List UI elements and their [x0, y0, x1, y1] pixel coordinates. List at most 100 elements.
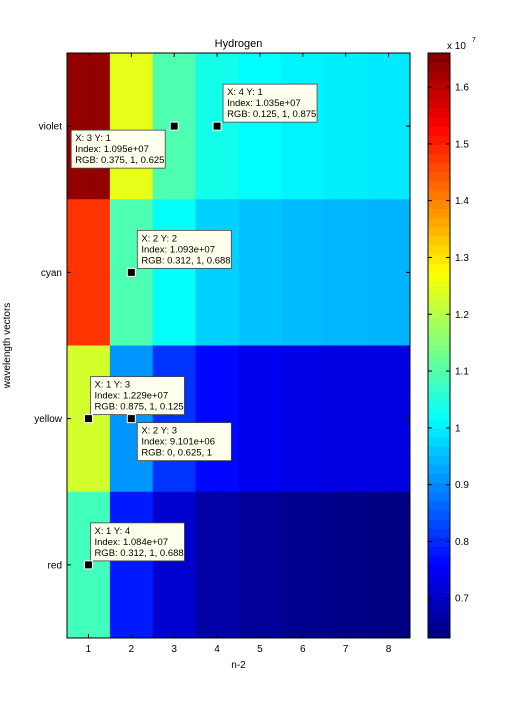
colorbar-tick-label: 1.1 — [455, 367, 469, 378]
heatmap-cell — [195, 491, 239, 639]
heatmap-cell — [109, 53, 154, 200]
y-tick-label: red — [48, 560, 62, 571]
colorbar-tick-label: 0.8 — [455, 537, 469, 548]
colorbar-tick-label: 1 — [455, 423, 461, 434]
colorbar-segment — [428, 199, 450, 209]
datatip-text: Index: 1.095e+07 — [75, 144, 149, 155]
colorbar-frame — [427, 52, 451, 639]
datatip-text: X: 4 Y: 1 — [227, 87, 263, 98]
x-tick-label: 6 — [300, 644, 306, 655]
colorbar-segment — [428, 53, 450, 63]
datatip-text: X: 2 Y: 3 — [141, 426, 177, 437]
colorbar-segment — [428, 592, 450, 602]
heatmap-cell — [324, 53, 368, 200]
datatip-marker[interactable] — [83, 414, 93, 424]
colorbar-segment — [428, 116, 450, 127]
colorbar-segment — [428, 418, 450, 429]
colorbar-segment — [428, 519, 450, 529]
colorbar-segment — [428, 583, 450, 593]
heatmap-cell — [67, 53, 111, 200]
x-axis-label: n-2 — [231, 660, 246, 671]
colorbar-segment — [428, 473, 450, 484]
colorbar-segment — [428, 628, 450, 639]
colorbar-segment — [428, 107, 450, 118]
datatip-box — [90, 522, 185, 562]
colorbar-segment — [428, 98, 450, 109]
datatip-box — [90, 376, 185, 416]
colorbar-segment — [428, 208, 450, 219]
x-tick-label: 7 — [343, 644, 349, 655]
datatip-text: RGB: 0.375, 1, 0.625 — [75, 155, 164, 166]
x-tick-label: 1 — [86, 644, 92, 655]
datatip-box — [136, 422, 232, 462]
x-tick-label: 5 — [257, 644, 263, 655]
colorbar — [428, 53, 450, 639]
datatip-text: Index: 1.093e+07 — [141, 244, 215, 255]
colorbar-tick-label: 1.4 — [455, 196, 469, 207]
datatip-box — [222, 83, 318, 123]
heatmap-cell — [281, 53, 325, 200]
colorbar-tick-label: 0.7 — [455, 594, 469, 605]
datatip-text: RGB: 0, 0.625, 1 — [141, 448, 212, 459]
x-tick-label: 2 — [129, 644, 135, 655]
colorbar-segment — [428, 436, 450, 447]
colorbar-segment — [428, 299, 450, 310]
datatip-marker[interactable] — [126, 267, 136, 277]
datatip-marker[interactable] — [212, 121, 222, 131]
colorbar-segment — [428, 89, 450, 100]
heatmap-cell — [367, 53, 411, 200]
datatip-marker[interactable] — [83, 560, 93, 570]
heatmap-cell — [367, 199, 411, 346]
datatip-text: Index: 1.084e+07 — [94, 537, 168, 548]
datatip-text: X: 3 Y: 1 — [75, 133, 111, 144]
datatip-marker[interactable] — [169, 121, 179, 131]
datatip-text: RGB: 0.312, 1, 0.688 — [94, 548, 183, 559]
heatmap-cell — [152, 345, 197, 493]
heatmap-cell — [238, 345, 282, 493]
colorbar-segment — [428, 564, 450, 575]
heatmap-cell — [281, 491, 325, 639]
heatmap-cell — [152, 491, 197, 639]
y-tick-label: cyan — [41, 268, 62, 279]
datatip-text: Index: 9.101e+06 — [141, 437, 215, 448]
colorbar-segment — [428, 244, 450, 255]
datatip-marker[interactable] — [126, 414, 136, 424]
colorbar-segment — [428, 180, 450, 191]
colorbar-segment — [428, 409, 450, 420]
colorbar-scale-label: x 10 — [447, 41, 466, 52]
x-tick-label: 8 — [386, 644, 392, 655]
colorbar-segment — [428, 272, 450, 283]
heatmap-cell — [238, 199, 282, 346]
colorbar-segment — [428, 546, 450, 557]
heatmap-cell — [281, 199, 325, 346]
colorbar-segment — [428, 482, 450, 493]
colorbar-segment — [428, 500, 450, 511]
colorbar-segment — [428, 363, 450, 374]
colorbar-segment — [428, 610, 450, 621]
colorbar-segment — [428, 263, 450, 273]
colorbar-segment — [428, 372, 450, 383]
heatmap-cell — [324, 491, 368, 639]
colorbar-tick-label: 1.6 — [455, 83, 469, 94]
colorbar-segment — [428, 455, 450, 465]
heatmap-cell — [324, 345, 368, 493]
colorbar-segment — [428, 601, 450, 612]
colorbar-segment — [428, 391, 450, 401]
x-tick-label: 3 — [171, 644, 177, 655]
colorbar-ticks: 0.7 0.8 0.9 1 1.1 1.2 1.3 1.4 1.5 1.6 — [428, 83, 469, 605]
colorbar-segment — [428, 80, 450, 91]
colorbar-segment — [428, 171, 450, 182]
colorbar-segment — [428, 354, 450, 365]
heatmap-cell — [109, 491, 154, 639]
colorbar-segment — [428, 345, 450, 356]
colorbar-segment — [428, 619, 450, 630]
colorbar-segment — [428, 427, 450, 438]
